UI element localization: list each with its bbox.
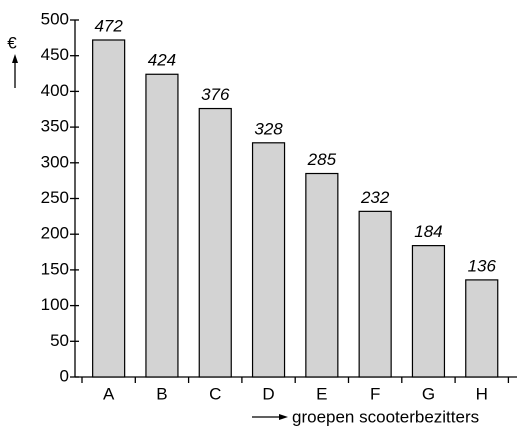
y-tick-label: 350 bbox=[41, 117, 69, 136]
x-tick-label: B bbox=[156, 384, 167, 403]
x-tick-label: F bbox=[370, 384, 380, 403]
bar bbox=[305, 172, 339, 378]
value-label: 136 bbox=[468, 256, 497, 275]
value-label: 424 bbox=[148, 51, 176, 70]
bar bbox=[358, 210, 392, 378]
bar bbox=[92, 39, 126, 378]
bar bbox=[465, 279, 499, 378]
y-tick-label: 0 bbox=[60, 366, 69, 385]
bar bbox=[198, 107, 232, 378]
y-tick-label: 150 bbox=[41, 259, 69, 278]
x-axis-label: groepen scooterbezitters bbox=[292, 407, 479, 426]
y-tick-label: 50 bbox=[50, 331, 69, 350]
value-label: 472 bbox=[94, 16, 123, 35]
y-tick-label: 100 bbox=[41, 295, 69, 314]
value-label: 285 bbox=[307, 150, 337, 169]
bar bbox=[145, 73, 179, 378]
x-tick-label: H bbox=[476, 384, 488, 403]
x-tick-label: D bbox=[262, 384, 274, 403]
x-tick-label: A bbox=[103, 384, 115, 403]
bar bbox=[251, 142, 286, 378]
y-tick-label: 250 bbox=[41, 188, 69, 207]
value-label: 376 bbox=[201, 85, 230, 104]
value-label: 184 bbox=[414, 222, 442, 241]
x-tick-label: G bbox=[422, 384, 435, 403]
x-tick-label: C bbox=[209, 384, 221, 403]
x-arrow-head bbox=[279, 414, 288, 420]
y-tick-label: 400 bbox=[41, 81, 69, 100]
x-tick-label: E bbox=[316, 384, 327, 403]
value-label: 328 bbox=[254, 119, 283, 138]
y-tick-label: 500 bbox=[41, 9, 69, 28]
y-tick-label: 450 bbox=[41, 45, 69, 64]
bar bbox=[411, 245, 446, 378]
y-axis-label: € bbox=[7, 33, 17, 52]
y-tick-label: 200 bbox=[41, 224, 69, 243]
value-label: 232 bbox=[360, 188, 390, 207]
y-tick-label: 300 bbox=[41, 152, 69, 171]
y-arrow-head bbox=[12, 54, 18, 63]
